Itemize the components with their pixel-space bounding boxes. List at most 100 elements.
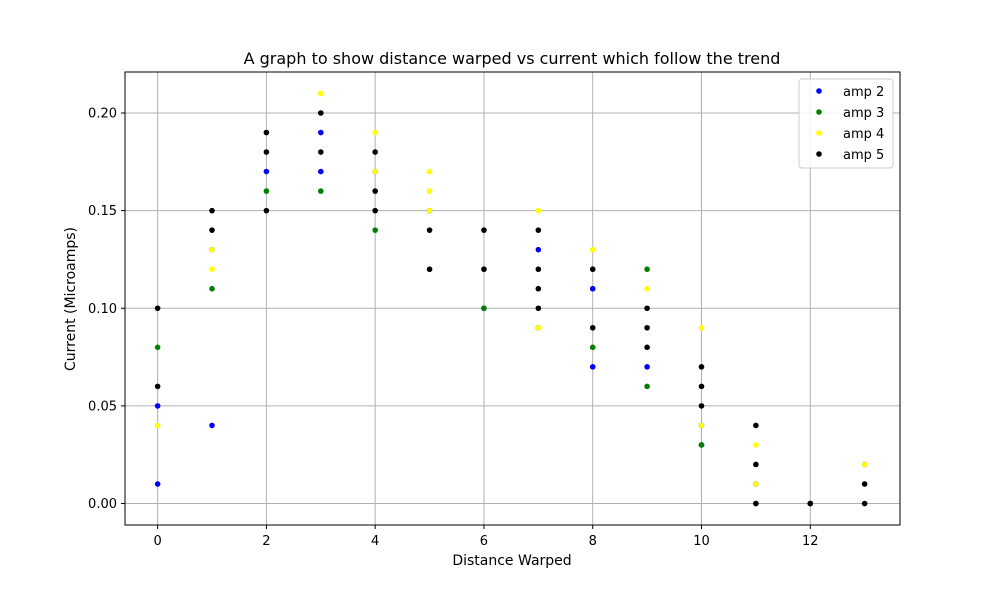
data-point [209,227,215,233]
data-point [861,461,868,468]
y-tick-label: 0.00 [88,497,117,512]
y-tick-label: 0.10 [88,302,117,317]
data-point [644,364,650,370]
data-point [535,207,542,214]
data-point [209,207,215,214]
data-point [426,207,433,214]
plot-area-frame [124,71,901,526]
data-point [698,324,705,331]
data-point [589,344,596,351]
data-point [209,266,215,273]
data-point [753,442,759,448]
data-point [753,422,759,429]
data-point [589,285,596,292]
data-point [426,168,433,175]
data-point [317,149,324,155]
data-point [698,442,705,448]
data-point [317,90,324,97]
data-point [535,305,542,312]
x-tick-label: 6 [480,534,488,549]
data-point [589,266,596,273]
data-point [154,344,161,351]
data-point [644,305,650,312]
data-point [317,188,324,194]
data-points [154,90,868,507]
data-point [154,422,161,429]
legend-box [798,78,894,169]
data-point [589,246,596,253]
x-tick-label: 12 [802,534,819,549]
data-point [698,364,705,370]
data-point [263,207,270,214]
data-point [209,422,215,429]
data-point [753,481,759,487]
data-point [372,168,378,175]
data-point [535,266,542,273]
data-point [426,227,433,233]
data-point [644,285,650,292]
data-point [372,227,378,233]
data-point [372,129,378,136]
y-axis-ticks: 0.00 0.05 0.10 0.15 0.20 [88,107,125,512]
data-point [644,383,650,390]
x-tick-label: 10 [693,534,710,549]
data-point [807,500,814,507]
data-point [644,344,650,351]
data-point [698,403,705,409]
x-tick-label: 2 [262,534,270,549]
data-point [589,324,596,331]
data-point [426,266,433,273]
legend-label: amp 3 [843,106,884,121]
legend-label: amp 4 [843,127,884,142]
data-point [698,383,705,390]
x-axis-label: Distance Warped [452,553,571,569]
legend-label: amp 5 [843,148,884,163]
x-tick-label: 4 [371,534,379,549]
legend-label: amp 2 [843,85,884,100]
data-point [317,168,324,175]
data-point [481,266,487,273]
data-point [535,285,542,292]
data-point [372,207,378,214]
series-amp-4 [154,90,868,487]
data-point [263,129,270,136]
series-amp-2 [154,129,868,507]
y-tick-label: 0.15 [88,204,117,219]
data-point [698,422,705,429]
x-tick-label: 8 [589,534,597,549]
data-point [481,227,487,233]
data-point [154,403,161,409]
data-point [644,324,650,331]
x-tick-label: 0 [153,534,161,549]
chart-title: A graph to show distance warped vs curre… [244,49,781,68]
y-axis-label: Current (Microamps) [63,227,79,371]
legend-marker [816,109,822,115]
data-point [589,364,596,370]
grid-lines [125,72,900,525]
x-axis-ticks: 0 2 4 6 8 10 12 [153,525,819,549]
data-point [209,285,215,292]
data-point [263,168,270,175]
data-point [753,461,759,468]
data-point [481,305,487,312]
data-point [209,246,215,253]
legend: amp 2 amp 3 amp 4 amp 5 [798,78,894,169]
series-amp-5 [154,110,868,507]
data-point [154,481,161,487]
data-point [535,324,542,331]
data-point [753,500,759,507]
data-point [263,149,270,155]
data-point [372,149,378,155]
data-point [154,305,161,312]
data-point [535,227,542,233]
data-point [317,129,324,136]
data-point [861,481,868,487]
data-point [317,110,324,116]
data-point [263,188,270,194]
data-point [426,188,433,194]
y-tick-label: 0.05 [88,399,117,414]
data-point [535,246,542,253]
legend-marker [816,130,822,136]
y-tick-label: 0.20 [88,107,117,122]
